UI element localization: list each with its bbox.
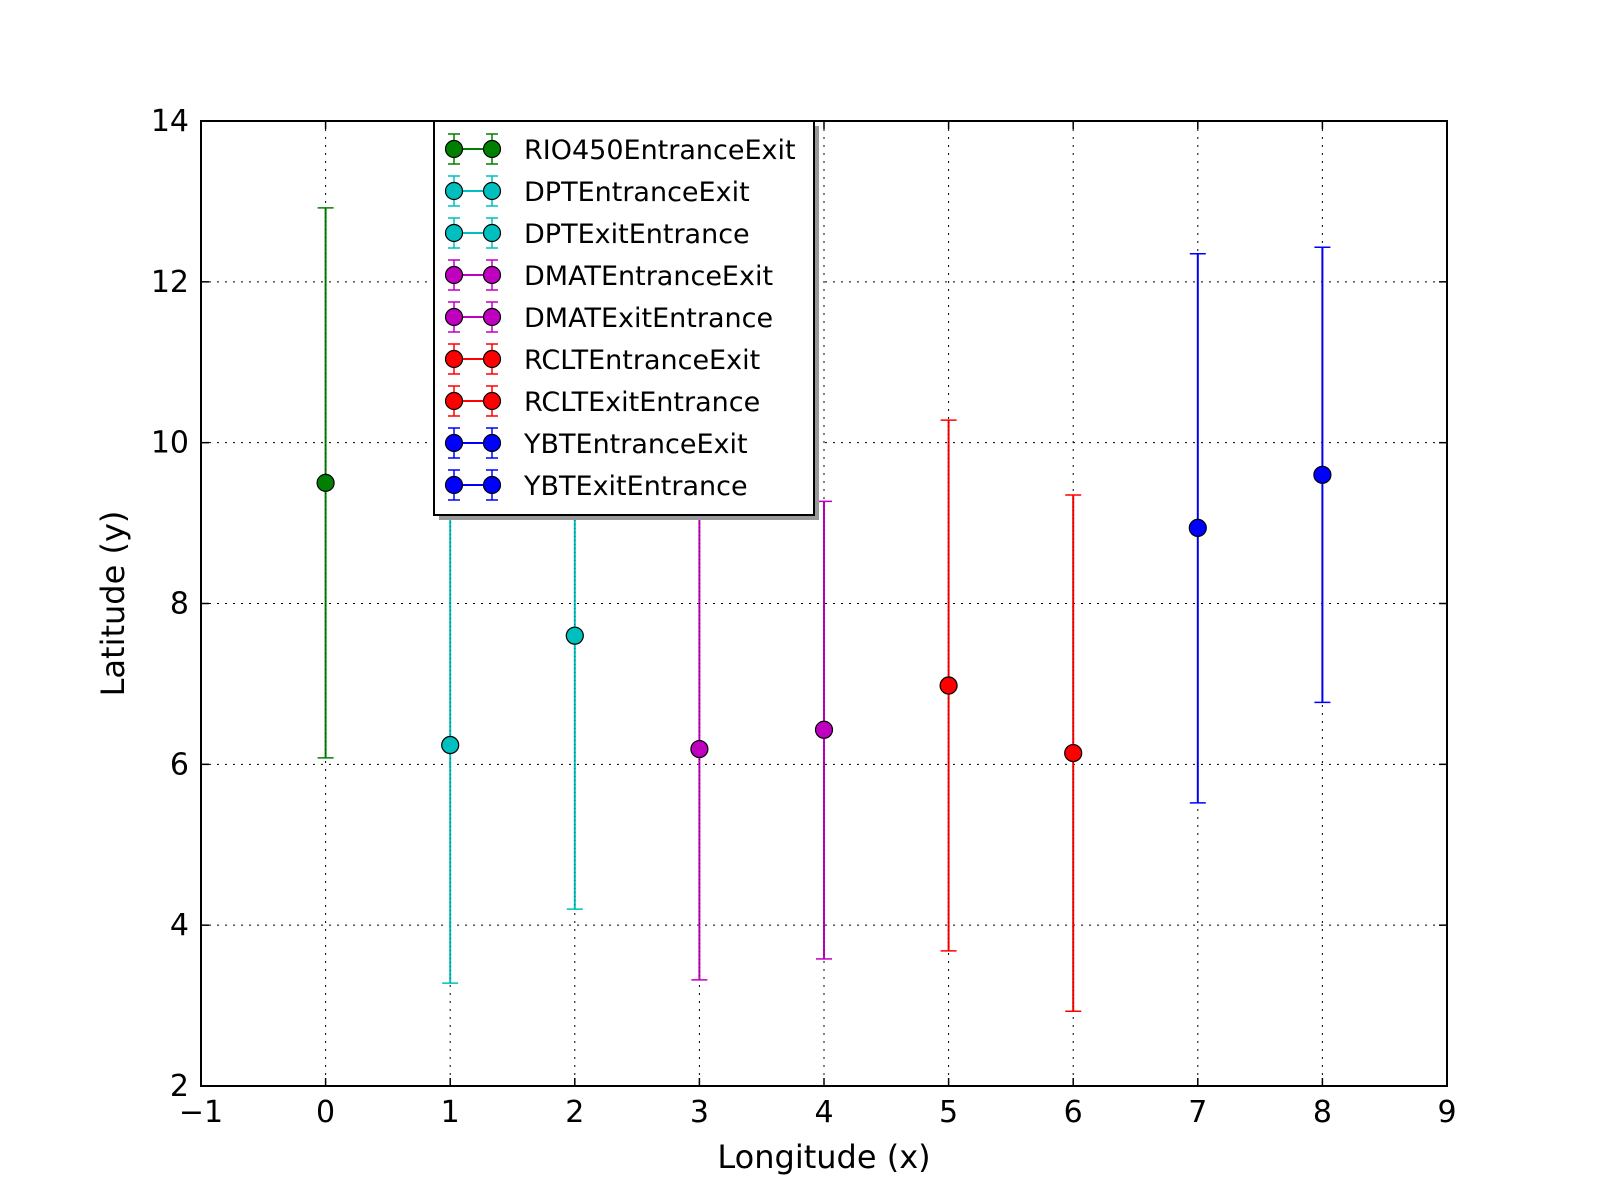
legend-marker bbox=[482, 349, 502, 369]
legend-marker bbox=[444, 307, 464, 327]
legend-entry: YBTEntranceExit bbox=[444, 427, 748, 460]
x-tick-label: 8 bbox=[1313, 1095, 1332, 1130]
x-tick-label: 3 bbox=[690, 1095, 709, 1130]
series-DPTEntranceExit bbox=[441, 506, 460, 984]
legend-marker bbox=[444, 265, 464, 285]
legend-label: DMATEntranceExit bbox=[524, 261, 773, 292]
series-DMATEntranceExit bbox=[690, 516, 709, 981]
y-tick-label: 10 bbox=[151, 426, 189, 461]
legend-marker bbox=[482, 475, 502, 495]
legend-entry: DPTExitEntrance bbox=[444, 217, 750, 250]
x-tick-label: 5 bbox=[939, 1095, 958, 1130]
legend-marker bbox=[444, 181, 464, 201]
y-tick-label: 8 bbox=[170, 587, 189, 622]
legend-label: DMATExitEntrance bbox=[524, 303, 773, 334]
x-tick-label: 7 bbox=[1188, 1095, 1207, 1130]
data-point bbox=[441, 735, 460, 755]
x-tick-label: 4 bbox=[814, 1095, 833, 1130]
legend-label: RIO450EntranceExit bbox=[524, 135, 796, 166]
legend-entry: RIO450EntranceExit bbox=[444, 133, 796, 166]
legend-marker bbox=[482, 265, 502, 285]
legend-marker bbox=[482, 139, 502, 159]
legend-entry: DPTEntranceExit bbox=[444, 175, 750, 208]
data-point bbox=[939, 676, 958, 695]
data-point bbox=[316, 473, 335, 492]
legend-marker bbox=[444, 475, 464, 495]
legend-label: DPTEntranceExit bbox=[524, 177, 750, 208]
legend-label: DPTExitEntrance bbox=[524, 219, 750, 250]
legend-marker bbox=[482, 181, 502, 201]
series-RCLTEntranceExit bbox=[939, 419, 958, 952]
legend-marker bbox=[482, 433, 502, 453]
data-point bbox=[690, 739, 709, 759]
series-YBTExitEntrance bbox=[1313, 246, 1332, 704]
y-tick-label: 2 bbox=[170, 1069, 189, 1104]
x-tick-label: 9 bbox=[1437, 1095, 1456, 1130]
legend-entry: RCLTEntranceExit bbox=[444, 343, 760, 376]
legend-entry: DMATEntranceExit bbox=[444, 259, 773, 292]
legend-entry: DMATExitEntrance bbox=[444, 301, 773, 334]
legend: RIO450EntranceExit DPTEntranceExit DPTExit… bbox=[433, 120, 819, 520]
series-DMATExitEntrance bbox=[814, 500, 834, 960]
y-tick-label: 4 bbox=[170, 908, 189, 943]
legend-marker bbox=[444, 139, 464, 159]
legend-marker bbox=[444, 349, 464, 369]
data-point bbox=[1188, 518, 1207, 538]
x-tick-label: −1 bbox=[179, 1095, 223, 1130]
y-tick-label: 14 bbox=[151, 104, 189, 139]
x-tick-label: 1 bbox=[441, 1095, 460, 1130]
legend-marker bbox=[482, 391, 502, 411]
x-tick-label: 0 bbox=[316, 1095, 335, 1130]
series-RCLTExitEntrance bbox=[1064, 494, 1083, 1012]
legend-entry: YBTExitEntrance bbox=[444, 469, 748, 502]
legend-entry: RCLTExitEntrance bbox=[444, 385, 760, 418]
legend-marker bbox=[482, 223, 502, 243]
data-point bbox=[565, 626, 584, 645]
data-point bbox=[814, 720, 834, 739]
legend-label: RCLTEntranceExit bbox=[524, 345, 760, 376]
legend-label: YBTExitEntrance bbox=[523, 471, 748, 502]
legend-marker bbox=[444, 223, 464, 243]
legend-label: YBTEntranceExit bbox=[523, 429, 748, 460]
legend-marker bbox=[444, 391, 464, 411]
x-tick-label: 6 bbox=[1064, 1095, 1083, 1130]
x-axis-label: Longitude (x) bbox=[717, 1138, 930, 1176]
series-YBTEntranceExit bbox=[1188, 252, 1207, 804]
legend-label: RCLTExitEntrance bbox=[524, 387, 760, 418]
x-tick-label: 2 bbox=[565, 1095, 584, 1130]
legend-marker bbox=[444, 433, 464, 453]
y-tick-label: 12 bbox=[151, 265, 189, 300]
series-RIO450EntranceExit bbox=[316, 207, 335, 759]
y-axis-label: Latitude (y) bbox=[94, 511, 132, 697]
data-point bbox=[1313, 465, 1332, 484]
y-tick-label: 6 bbox=[170, 747, 189, 782]
data-point bbox=[1064, 743, 1083, 763]
legend-marker bbox=[482, 307, 502, 327]
